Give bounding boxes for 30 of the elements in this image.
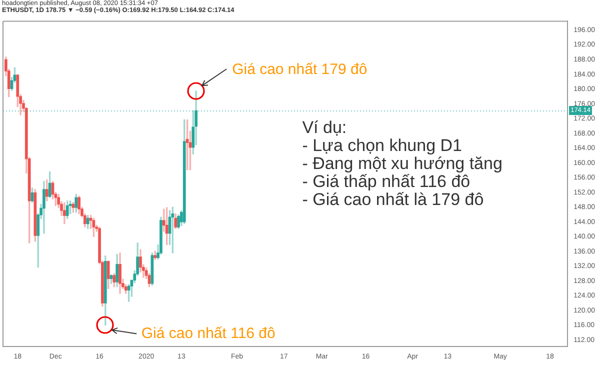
candlestick	[45, 180, 48, 202]
candlestick	[57, 194, 60, 208]
annotation: Ví dụ: - Lựa chọn khung D1 - Đang một xu hướng tăng - Giá thấp nhất 116 đô - Giá cao nhất là 179 đô	[302, 118, 502, 209]
candlestick	[194, 90, 198, 146]
candlestick	[16, 74, 20, 108]
candlestick	[116, 254, 119, 288]
annotation: Giá cao nhất 179 đô	[232, 60, 368, 78]
candlestick	[66, 200, 69, 219]
candlestick	[63, 202, 66, 224]
candlestick	[34, 189, 37, 242]
candlestick	[139, 249, 142, 272]
candlestick	[182, 119, 186, 224]
candlestick	[86, 214, 90, 229]
candlestick	[148, 273, 151, 288]
candlestick	[162, 208, 166, 232]
candlestick	[160, 216, 162, 255]
candlestick	[192, 110, 195, 154]
candlestick	[118, 252, 122, 294]
candlestick	[112, 273, 116, 288]
candlestick	[60, 201, 63, 216]
annotation: Giá cao nhất 116 đô	[141, 325, 276, 342]
candlestick	[42, 180, 46, 234]
candlestick	[78, 196, 80, 214]
candlestick	[124, 284, 128, 294]
candlestick	[177, 214, 180, 229]
candlestick	[74, 194, 78, 213]
candlestick	[89, 214, 92, 229]
candlestick	[154, 250, 157, 260]
candlestick	[174, 213, 178, 229]
candlestick	[171, 206, 174, 254]
